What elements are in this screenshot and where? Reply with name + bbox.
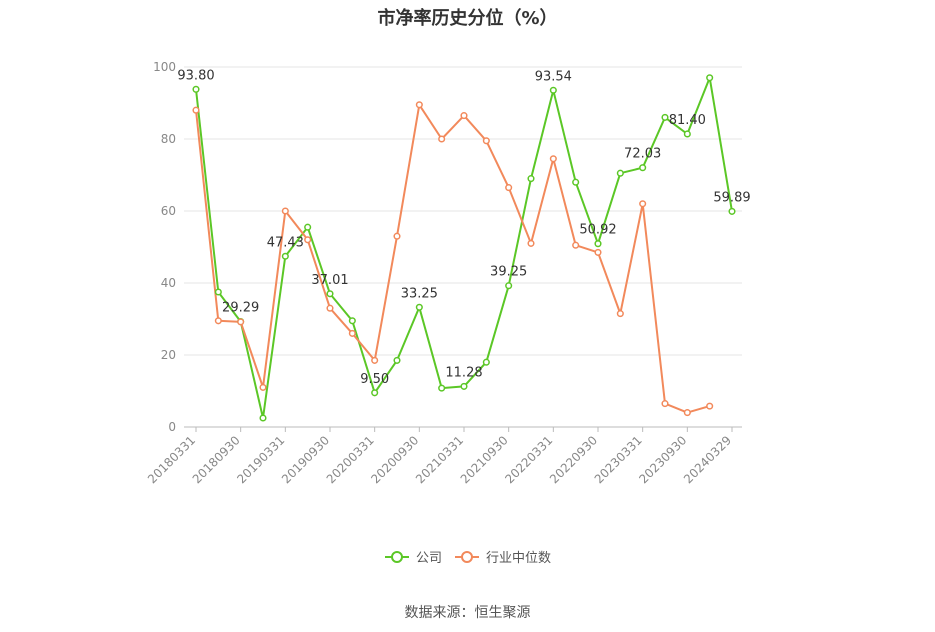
data-point-1 xyxy=(460,112,468,120)
legend-label-1: 行业中位数 xyxy=(486,551,551,566)
data-point-0 xyxy=(304,223,312,231)
data-point-1 xyxy=(616,310,624,318)
data-point-1 xyxy=(281,207,289,215)
x-tick-label: 20230331 xyxy=(592,433,645,486)
data-point-1 xyxy=(438,135,446,143)
data-point-1 xyxy=(683,409,691,417)
data-point-1 xyxy=(192,106,200,114)
x-tick-label: 20180930 xyxy=(190,433,243,486)
data-point-1 xyxy=(304,236,312,244)
data-point-0 xyxy=(505,282,513,290)
data-label: 39.25 xyxy=(490,265,527,280)
data-point-1 xyxy=(237,318,245,326)
x-tick-label: 20200930 xyxy=(368,433,421,486)
data-source: 数据来源：恒生聚源 xyxy=(404,605,531,621)
data-label: 33.25 xyxy=(401,286,438,301)
data-point-0 xyxy=(326,290,334,298)
data-point-0 xyxy=(616,169,624,177)
data-point-0 xyxy=(348,317,356,325)
data-point-0 xyxy=(572,178,580,186)
data-point-0 xyxy=(415,303,423,311)
data-point-0 xyxy=(393,356,401,364)
x-tick-label: 20180331 xyxy=(145,433,198,486)
data-point-0 xyxy=(460,382,468,390)
data-label: 11.28 xyxy=(445,365,482,380)
data-label: 50.92 xyxy=(579,223,616,238)
y-tick-label: 100 xyxy=(153,60,176,74)
data-point-0 xyxy=(438,384,446,392)
data-point-1 xyxy=(572,241,580,249)
data-point-0 xyxy=(527,175,535,183)
data-point-0 xyxy=(639,164,647,172)
data-point-0 xyxy=(214,288,222,296)
legend-marker-0 xyxy=(391,551,403,563)
x-tick-label: 20230930 xyxy=(636,433,689,486)
data-point-1 xyxy=(348,329,356,337)
y-tick-label: 0 xyxy=(168,420,176,434)
data-label: 93.80 xyxy=(177,68,214,83)
data-point-1 xyxy=(706,402,714,410)
x-tick-label: 20210331 xyxy=(413,433,466,486)
data-point-0 xyxy=(371,389,379,397)
data-point-1 xyxy=(505,184,513,192)
data-point-0 xyxy=(482,358,490,366)
data-point-0 xyxy=(683,130,691,138)
y-tick-label: 20 xyxy=(161,348,176,362)
data-label: 29.29 xyxy=(222,301,259,316)
data-point-1 xyxy=(661,400,669,408)
data-point-0 xyxy=(192,85,200,93)
data-point-1 xyxy=(393,232,401,240)
data-point-0 xyxy=(728,207,736,215)
data-label: 59.89 xyxy=(713,190,750,205)
y-tick-label: 60 xyxy=(161,204,176,218)
x-tick-label: 20190930 xyxy=(279,433,332,486)
x-tick-label: 20210930 xyxy=(458,433,511,486)
data-point-0 xyxy=(594,240,602,248)
data-point-1 xyxy=(371,356,379,364)
data-label: 37.01 xyxy=(311,273,348,288)
x-tick-label: 20190331 xyxy=(234,433,287,486)
data-label: 9.50 xyxy=(360,372,389,387)
data-point-0 xyxy=(259,414,267,422)
data-label: 81.40 xyxy=(669,113,706,128)
data-point-1 xyxy=(259,383,267,391)
x-tick-label: 20200331 xyxy=(324,433,377,486)
chart-title: 市净率历史分位（%） xyxy=(377,8,558,29)
data-point-1 xyxy=(527,239,535,247)
data-label: 47.43 xyxy=(267,235,304,250)
data-point-1 xyxy=(639,200,647,208)
data-point-0 xyxy=(706,74,714,82)
data-point-0 xyxy=(661,113,669,121)
data-label: 72.03 xyxy=(624,147,661,162)
x-tick-label: 20240329 xyxy=(681,433,734,486)
data-point-1 xyxy=(482,137,490,145)
y-tick-label: 40 xyxy=(161,276,176,290)
data-point-1 xyxy=(549,155,557,163)
data-point-1 xyxy=(214,317,222,325)
data-point-1 xyxy=(594,248,602,256)
y-tick-label: 80 xyxy=(161,132,176,146)
data-point-1 xyxy=(415,101,423,109)
data-point-0 xyxy=(549,86,557,94)
data-label: 93.54 xyxy=(535,69,572,84)
x-tick-label: 20220930 xyxy=(547,433,600,486)
legend-marker-1 xyxy=(461,551,473,563)
data-point-1 xyxy=(326,304,334,312)
series-line-1 xyxy=(195,103,710,414)
data-point-0 xyxy=(281,252,289,260)
legend-label-0: 公司 xyxy=(416,551,442,566)
x-tick-label: 20220331 xyxy=(502,433,555,486)
